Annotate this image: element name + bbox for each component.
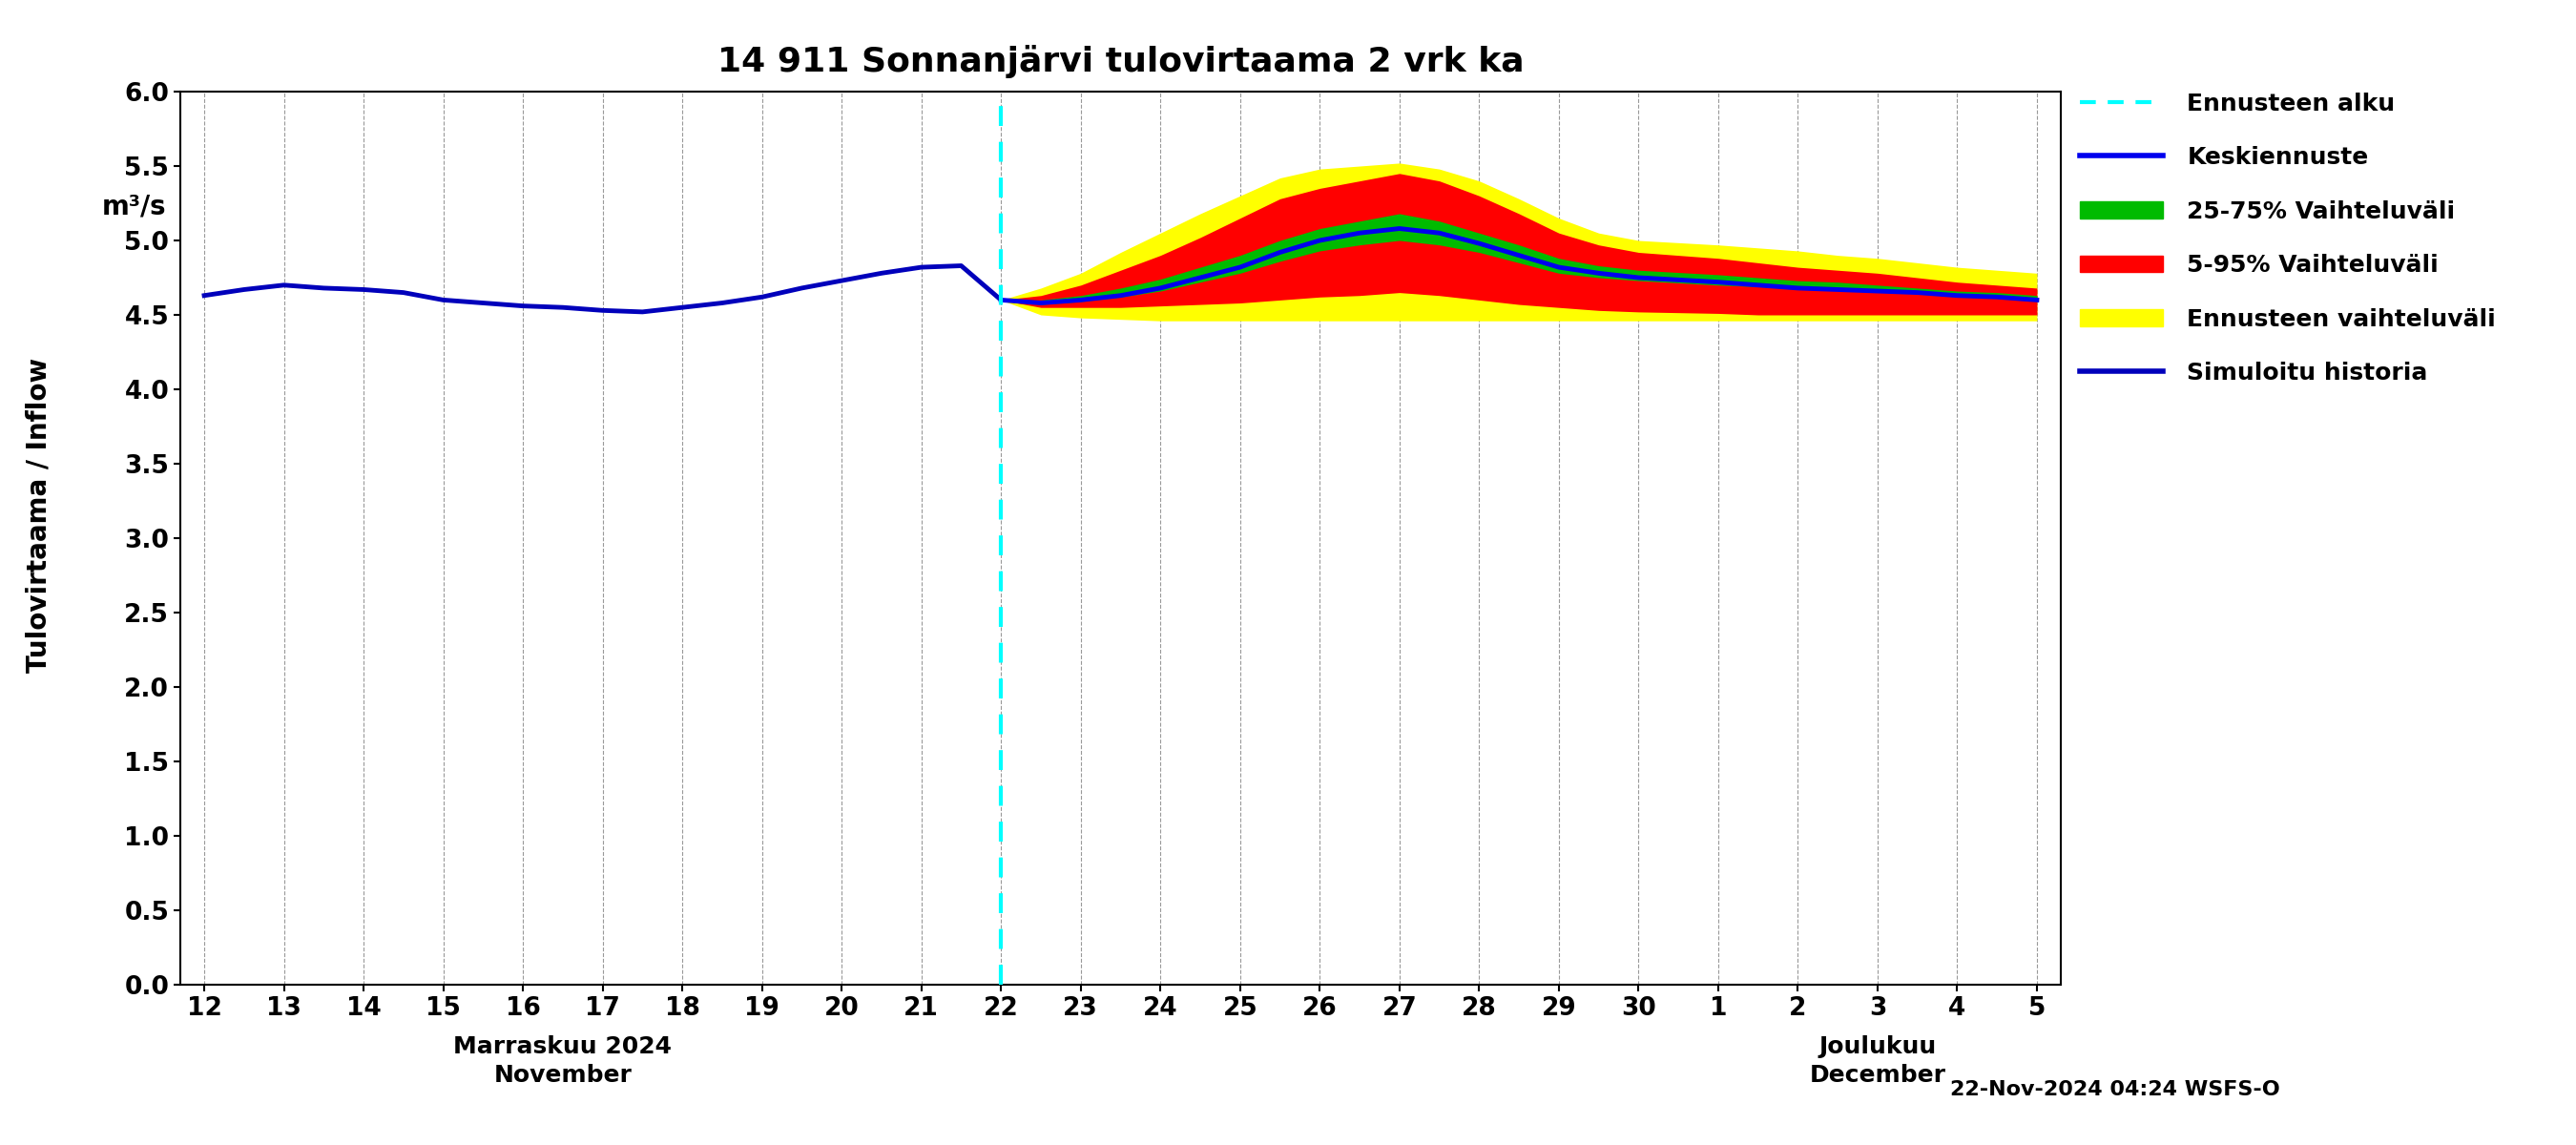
Title: 14 911 Sonnanjärvi tulovirtaama 2 vrk ka: 14 911 Sonnanjärvi tulovirtaama 2 vrk ka — [716, 45, 1525, 78]
Text: November: November — [495, 1064, 631, 1087]
Legend: Ennusteen alku, Keskiennuste, 25-75% Vaihteluväli, 5-95% Vaihteluväli, Ennusteen: Ennusteen alku, Keskiennuste, 25-75% Vai… — [2071, 82, 2506, 394]
Text: December: December — [1808, 1064, 1945, 1087]
Text: Marraskuu 2024: Marraskuu 2024 — [453, 1035, 672, 1058]
Text: m³/s: m³/s — [100, 192, 167, 220]
Text: 22-Nov-2024 04:24 WSFS-O: 22-Nov-2024 04:24 WSFS-O — [1950, 1080, 2280, 1099]
Text: Tulovirtaama / Inflow: Tulovirtaama / Inflow — [26, 357, 52, 673]
Text: Joulukuu: Joulukuu — [1819, 1035, 1937, 1058]
